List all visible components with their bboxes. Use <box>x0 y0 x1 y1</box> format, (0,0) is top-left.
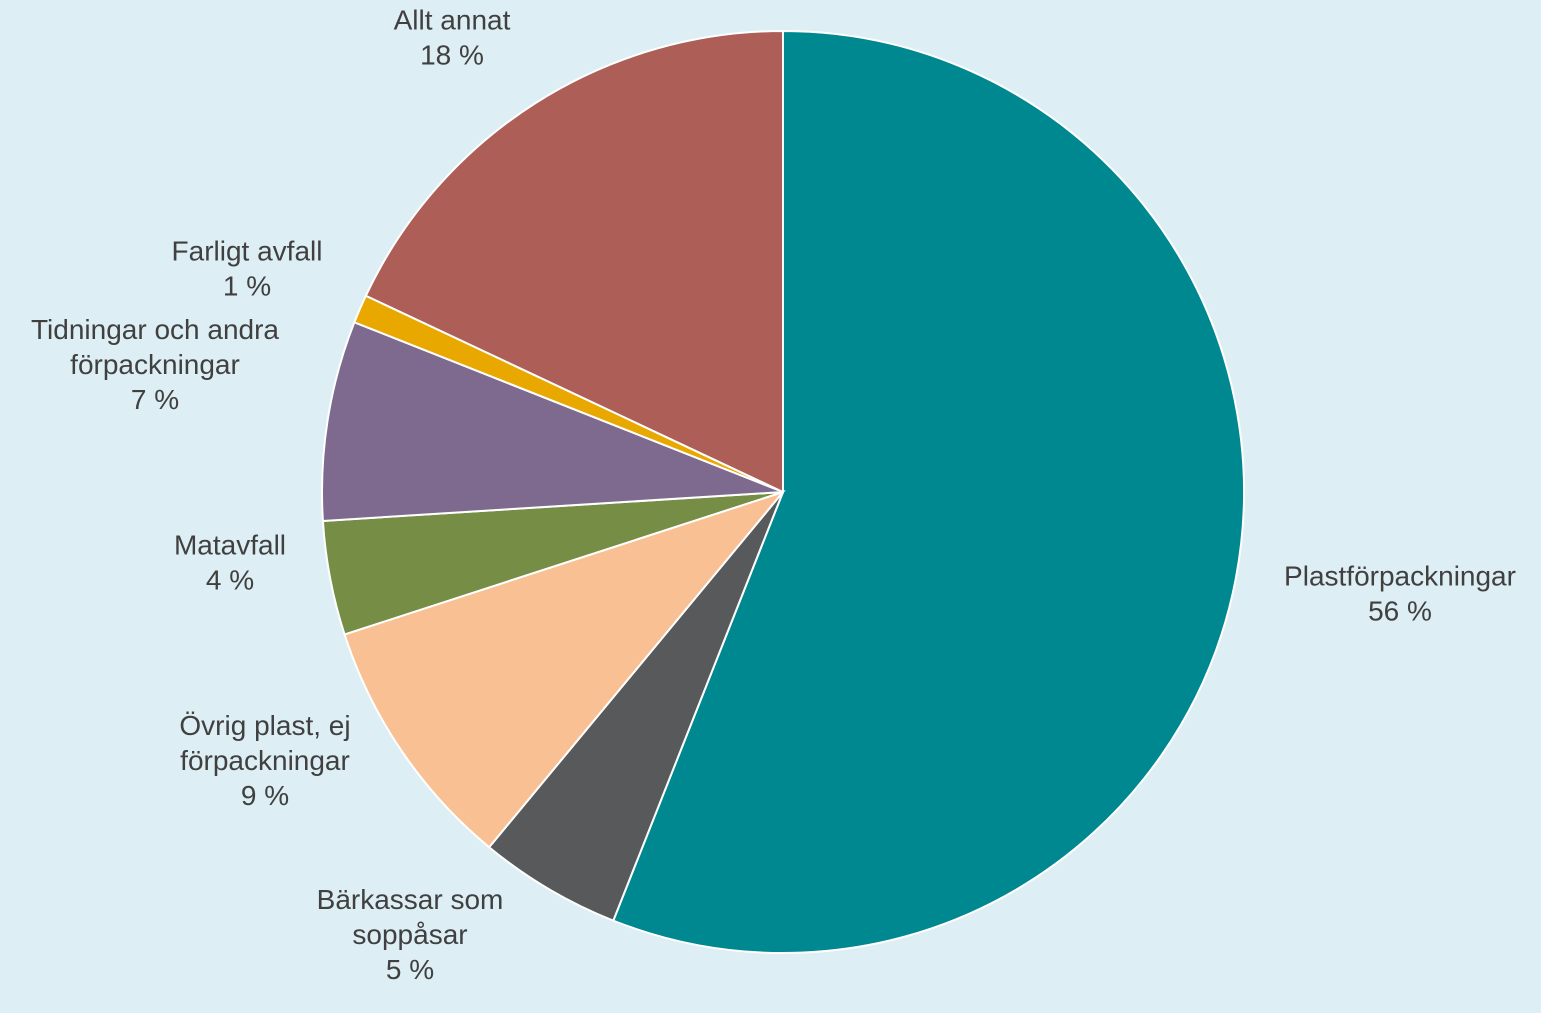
pie-label-0: Plastförpackningar 56 % <box>1284 561 1516 627</box>
pie-slice-2 <box>343 489 786 849</box>
pie-category-label: Plastförpackningar <box>1284 561 1516 592</box>
pie-category-label: Bärkassar som <box>317 884 504 915</box>
pie-labels: Plastförpackningar 56 % Bärkassar som soppå… <box>31 5 1516 986</box>
pie-value-label: 7 % <box>131 384 179 415</box>
pie-category-label: förpackningar <box>180 745 350 776</box>
pie-category-label: Farligt avfall <box>172 236 323 267</box>
pie-label-5: Farligt avfall 1 % <box>172 236 323 302</box>
pie-category-label: Matavfall <box>174 530 286 561</box>
pie-label-3: Matavfall 4 % <box>174 530 286 596</box>
pie-value-label: 5 % <box>386 954 434 985</box>
pie-value-label: 9 % <box>241 780 289 811</box>
pie-category-label: Tidningar och andra <box>31 314 279 345</box>
pie-slice-0 <box>611 29 1245 954</box>
pie-label-1: Bärkassar som soppåsar 5 % <box>317 884 504 985</box>
pie-value-label: 18 % <box>420 40 484 71</box>
pie-label-4: Tidningar och andra förpackningar 7 % <box>31 314 279 415</box>
pie-slices <box>321 29 1245 954</box>
pie-value-label: 4 % <box>206 565 254 596</box>
pie-label-6: Allt annat 18 % <box>394 5 511 71</box>
pie-value-label: 56 % <box>1368 596 1432 627</box>
pie-category-label: Övrig plast, ej <box>179 710 350 741</box>
pie-slice-1 <box>487 491 784 922</box>
pie-category-label: Allt annat <box>394 5 511 36</box>
pie-label-2: Övrig plast, ej förpackningar 9 % <box>179 710 350 811</box>
pie-category-label: förpackningar <box>70 349 240 380</box>
pie-slice-6 <box>364 29 784 494</box>
pie-slice-4 <box>321 320 784 523</box>
pie-category-label: soppåsar <box>352 919 467 950</box>
pie-value-label: 1 % <box>223 271 271 302</box>
